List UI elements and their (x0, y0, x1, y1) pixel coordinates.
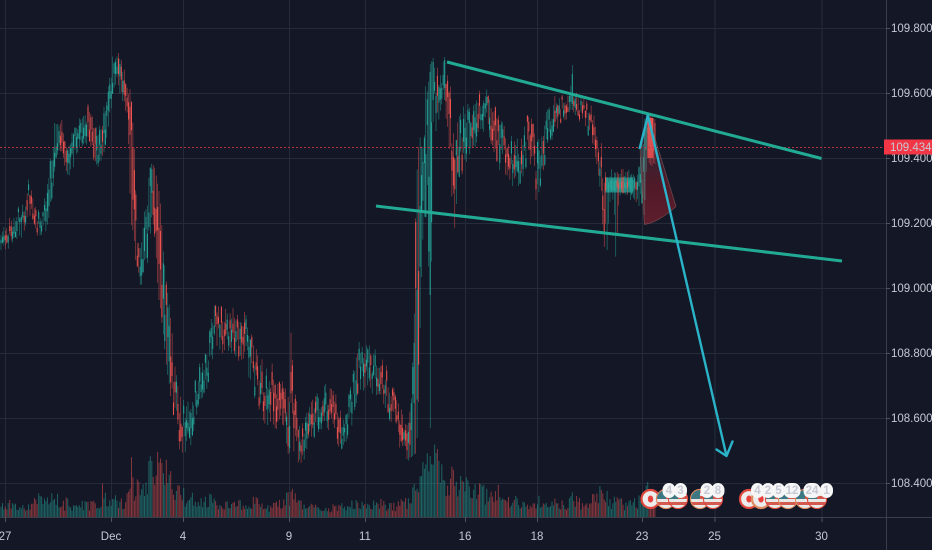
svg-text:4: 4 (754, 485, 761, 497)
svg-text:2: 2 (765, 485, 771, 497)
svg-text:108.800: 108.800 (891, 348, 932, 360)
svg-text:4: 4 (180, 531, 187, 543)
svg-text:3: 3 (677, 485, 683, 497)
svg-text:109.800: 109.800 (891, 23, 932, 35)
svg-text:2: 2 (704, 485, 710, 497)
svg-text:25: 25 (708, 531, 721, 543)
svg-text:9: 9 (286, 531, 292, 543)
svg-text:109.400: 109.400 (891, 153, 932, 165)
svg-text:30: 30 (815, 531, 828, 543)
svg-text:18: 18 (531, 531, 544, 543)
svg-text:108.400: 108.400 (891, 478, 932, 490)
svg-text:11: 11 (359, 531, 371, 543)
svg-text:24: 24 (806, 485, 819, 497)
svg-text:4: 4 (666, 485, 673, 497)
svg-text:27: 27 (0, 531, 11, 543)
svg-text:109.434: 109.434 (890, 142, 932, 154)
svg-text:108.600: 108.600 (891, 413, 932, 425)
svg-text:109.200: 109.200 (891, 218, 932, 230)
svg-text:16: 16 (459, 531, 472, 543)
svg-text:23: 23 (636, 531, 649, 543)
svg-text:5: 5 (775, 485, 782, 497)
svg-text:8: 8 (715, 485, 722, 497)
svg-text:109.600: 109.600 (891, 88, 932, 100)
svg-text:Dec: Dec (101, 531, 122, 543)
svg-text:1: 1 (823, 485, 830, 497)
svg-text:109.000: 109.000 (891, 283, 932, 295)
svg-text:12: 12 (786, 485, 799, 497)
